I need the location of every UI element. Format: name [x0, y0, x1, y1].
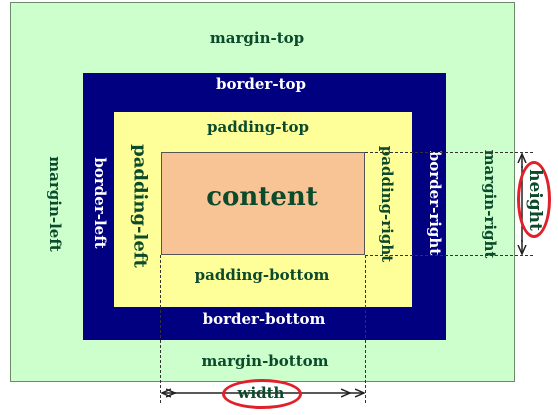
padding-top-label: padding-top: [207, 118, 309, 136]
margin-top-label: margin-top: [209, 29, 305, 47]
height-label: height: [525, 169, 545, 231]
width-guide-left: [160, 255, 161, 403]
height-guide-top: [365, 152, 533, 153]
padding-bottom-label: padding-bottom: [194, 266, 330, 284]
height-highlight-ellipse: [517, 161, 551, 238]
width-guide-right: [365, 255, 366, 403]
width-label: width: [237, 384, 285, 402]
height-guide-bottom: [365, 255, 533, 256]
width-highlight-ellipse: [222, 379, 302, 409]
border-top-label: border-top: [216, 75, 306, 93]
border-bottom-label: border-bottom: [202, 310, 326, 328]
content-area: [161, 152, 365, 255]
margin-bottom-label: margin-bottom: [201, 352, 329, 370]
content-label: content: [206, 182, 318, 212]
